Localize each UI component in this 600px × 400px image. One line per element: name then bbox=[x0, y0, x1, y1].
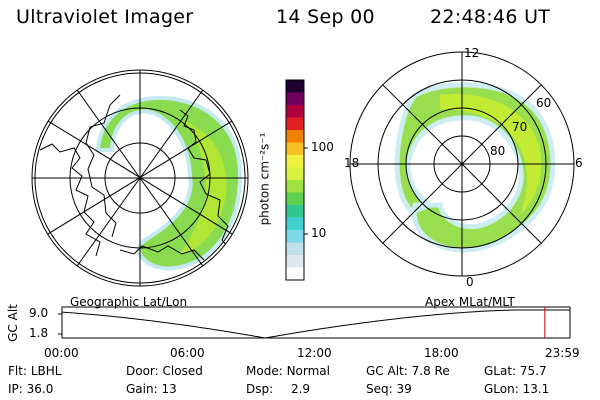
colorbar-segment bbox=[286, 155, 304, 168]
xtick-0600: 06:00 bbox=[170, 346, 205, 360]
geographic-map bbox=[31, 69, 249, 287]
colorbar-segment bbox=[286, 92, 304, 106]
mlat-label-60: 60 bbox=[536, 96, 552, 110]
colorbar-segment bbox=[286, 180, 304, 193]
xtick-0000: 00:00 bbox=[44, 346, 79, 360]
mlt-label-0: 0 bbox=[466, 275, 474, 289]
colorbar-segment bbox=[286, 142, 304, 156]
colorbar-segment bbox=[286, 117, 304, 131]
colorbar-unit-label: photon cm⁻²s⁻¹ bbox=[257, 132, 272, 226]
xtick-1200: 12:00 bbox=[297, 346, 332, 360]
ip-info: IP: 36.0 bbox=[8, 382, 53, 396]
glon-value: 13.1 bbox=[522, 382, 550, 396]
gcalt-label: GC Alt: bbox=[366, 364, 408, 378]
seq-value: 39 bbox=[396, 382, 412, 396]
gain-label: Gain: bbox=[126, 382, 158, 396]
colorbar-segment bbox=[286, 205, 304, 218]
door-info: Door: Closed bbox=[126, 364, 203, 378]
glat-info: GLat: 75.7 bbox=[484, 364, 547, 378]
magnetic-aurora-core bbox=[440, 94, 542, 215]
altitude-ytick-label-9: 9.0 bbox=[29, 306, 49, 320]
colorbar-frame bbox=[285, 79, 305, 281]
glat-value: 75.7 bbox=[519, 364, 547, 378]
dsp-label: Dsp: bbox=[246, 382, 274, 396]
altitude-curve bbox=[62, 309, 570, 338]
magnetic-polar-plot bbox=[349, 51, 575, 277]
colorbar bbox=[285, 79, 308, 281]
altitude-ytick-label-1-8: 1.8 bbox=[29, 326, 49, 340]
magnetic-aurora bbox=[394, 82, 556, 253]
glat-label: GLat: bbox=[484, 364, 517, 378]
xtick-1800: 18:00 bbox=[424, 346, 459, 360]
mlt-label-12: 12 bbox=[464, 46, 480, 60]
geographic-aurora bbox=[32, 70, 248, 286]
image-time: 22:48:46 UT bbox=[430, 6, 551, 28]
gain-value: 13 bbox=[161, 382, 177, 396]
gcalt-info: GC Alt: 7.8 Re bbox=[366, 364, 450, 378]
image-date: 14 Sep 00 bbox=[276, 6, 375, 28]
seq-label: Seq: bbox=[366, 382, 393, 396]
colorbar-segment bbox=[286, 130, 304, 143]
coastline-north-america bbox=[39, 143, 101, 257]
filter-info: Flt: LBHL bbox=[8, 364, 61, 378]
coastline-greenland bbox=[85, 94, 121, 238]
xtick-2359: 23:59 bbox=[545, 346, 580, 360]
mlt-line-diag bbox=[382, 84, 542, 244]
mlat-label-80: 80 bbox=[490, 144, 506, 158]
dsp-info: Dsp: 2.9 bbox=[246, 382, 310, 396]
altitude-ylabel: GC Alt bbox=[5, 304, 20, 342]
geo-map-border bbox=[31, 69, 249, 287]
mlat-label-70: 70 bbox=[512, 120, 528, 134]
ip-label: IP: bbox=[8, 382, 23, 396]
dsp-value: 2.9 bbox=[290, 382, 311, 396]
colorbar-segment bbox=[286, 255, 304, 268]
mlt-label-6: 6 bbox=[575, 156, 583, 170]
gcalt-value: 7.8 Re bbox=[411, 364, 450, 378]
seq-info: Seq: 39 bbox=[366, 382, 412, 396]
mlt-label-18: 18 bbox=[344, 156, 360, 170]
filter-value: LBHL bbox=[30, 364, 62, 378]
glon-label: GLon: bbox=[484, 382, 519, 396]
colorbar-segment bbox=[286, 167, 304, 181]
colorbar-segment bbox=[286, 192, 304, 206]
gain-info: Gain: 13 bbox=[126, 382, 177, 396]
instrument-title: Ultraviolet Imager bbox=[16, 6, 194, 28]
colorbar-tick-label-10: 10 bbox=[311, 226, 327, 240]
colorbar-segment bbox=[286, 105, 304, 118]
ip-value: 36.0 bbox=[26, 382, 54, 396]
colorbar-segment bbox=[286, 217, 304, 231]
altitude-plot bbox=[58, 306, 571, 339]
door-value: Closed bbox=[162, 364, 203, 378]
geographic-aurora-core bbox=[180, 120, 227, 255]
colorbar-segment bbox=[286, 242, 304, 256]
glon-info: GLon: 13.1 bbox=[484, 382, 549, 396]
magnetic-panel-label: Apex MLat/MLT bbox=[425, 295, 515, 309]
mode-info: Mode: Normal bbox=[246, 364, 330, 378]
colorbar-segment bbox=[286, 267, 304, 281]
filter-label: Flt: bbox=[8, 364, 27, 378]
altitude-plot-frame bbox=[61, 306, 571, 339]
door-label: Door: bbox=[126, 364, 159, 378]
mode-value: Normal bbox=[286, 364, 330, 378]
colorbar-segment bbox=[286, 230, 304, 243]
colorbar-tick-label-100: 100 bbox=[311, 140, 334, 154]
mode-label: Mode: bbox=[246, 364, 283, 378]
geographic-panel-label: Geographic Lat/Lon bbox=[70, 295, 188, 309]
colorbar-segment bbox=[286, 80, 304, 93]
